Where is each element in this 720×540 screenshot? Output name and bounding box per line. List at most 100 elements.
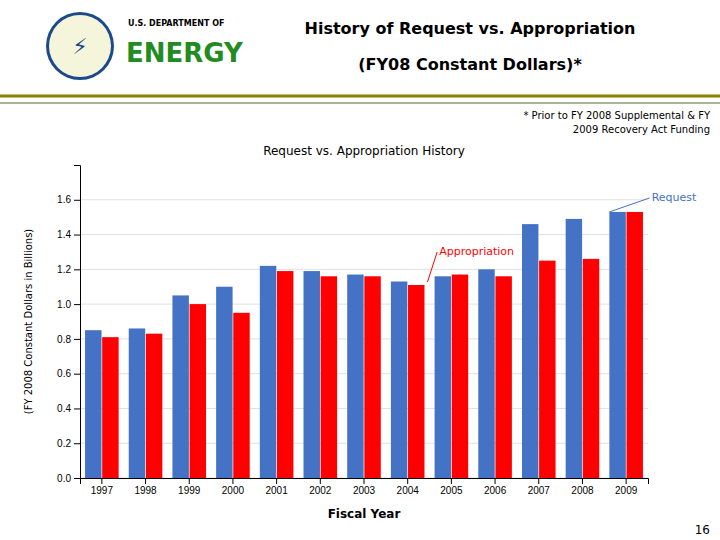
x-tick-mark xyxy=(145,478,146,484)
org-name: ENERGY xyxy=(126,38,244,68)
x-tick: 2006 xyxy=(484,478,507,496)
x-tick: 1998 xyxy=(134,478,157,496)
x-tick: 2003 xyxy=(353,478,376,496)
x-tick-mark xyxy=(451,478,452,484)
y-tick-label: 1.2 xyxy=(57,264,71,275)
x-tick-mark xyxy=(320,478,321,484)
logo-symbol: ⚡ xyxy=(72,34,87,59)
bar xyxy=(190,304,206,478)
bar xyxy=(347,275,363,478)
x-tick-label: 2003 xyxy=(353,485,376,496)
bar xyxy=(408,285,424,478)
x-tick: 1997 xyxy=(91,478,114,496)
logo-inner xyxy=(49,15,111,77)
bar xyxy=(233,313,249,478)
y-tick: 1.4 xyxy=(57,229,80,240)
x-tick: 2000 xyxy=(222,478,245,496)
series-labels: RequestAppropriation xyxy=(427,191,697,282)
y-axis-line xyxy=(74,166,81,479)
y-tick: 1.2 xyxy=(57,264,80,275)
x-tick-label: 2006 xyxy=(484,485,507,496)
leader-line xyxy=(427,252,437,282)
x-tick-label: 2004 xyxy=(397,485,420,496)
x-tick-mark xyxy=(582,478,583,484)
y-tick: 0.0 xyxy=(57,473,80,484)
series xyxy=(85,212,626,478)
bar xyxy=(539,261,555,478)
x-tick-label: 1998 xyxy=(134,485,157,496)
x-tick: 2001 xyxy=(265,478,288,496)
y-tick-label: 1.4 xyxy=(57,229,71,240)
chart: ⚡U.S. DEPARTMENT OFENERGYHistory of Requ… xyxy=(0,0,720,540)
x-tick-mark xyxy=(276,478,277,484)
x-tick-mark xyxy=(364,478,365,484)
grid-line xyxy=(80,338,648,339)
x-tick-mark xyxy=(626,478,627,484)
x-axis-line xyxy=(81,479,649,485)
y-tick: 0.8 xyxy=(57,334,80,345)
series xyxy=(102,212,643,478)
y-tick-label: 1.0 xyxy=(57,299,71,310)
y-tick-mark xyxy=(74,408,80,409)
y-tick: 0.6 xyxy=(57,368,80,379)
y-tick-label: 0.2 xyxy=(57,438,71,449)
grid-line xyxy=(80,199,648,200)
x-tick: 2009 xyxy=(615,478,638,496)
x-tick-label: 2009 xyxy=(615,485,638,496)
bar xyxy=(260,266,276,478)
x-axis-title: Fiscal Year xyxy=(328,507,401,521)
x-tick-label: 1997 xyxy=(91,485,114,496)
bars xyxy=(85,212,643,478)
x-tick-label: 2008 xyxy=(571,485,594,496)
bar xyxy=(85,330,101,478)
header: ⚡U.S. DEPARTMENT OFENERGYHistory of Requ… xyxy=(46,12,635,80)
y-tick-mark xyxy=(74,304,80,305)
bar xyxy=(277,271,293,478)
y-tick-label: 0.4 xyxy=(57,403,71,414)
y-tick: 0.2 xyxy=(57,438,80,449)
y-axis: 0.00.20.40.60.81.01.21.41.6 xyxy=(57,166,80,484)
y-tick-mark xyxy=(74,443,80,444)
grid-line xyxy=(80,373,648,374)
bar xyxy=(146,334,162,478)
y-tick-label: 0.0 xyxy=(57,473,71,484)
chart-title: Request vs. Appropriation History xyxy=(263,144,465,158)
x-tick-mark xyxy=(101,478,102,484)
bar xyxy=(102,337,118,478)
x-tick-label: 2007 xyxy=(528,485,551,496)
x-tick-mark xyxy=(232,478,233,484)
plot: Request vs. Appropriation History 1997 199… xyxy=(23,144,697,521)
y-tick-mark xyxy=(74,235,80,236)
org-line: U.S. DEPARTMENT OF xyxy=(128,19,224,28)
bar xyxy=(583,259,599,478)
x-tick-label: 2001 xyxy=(265,485,288,496)
grid-line xyxy=(80,443,648,444)
y-tick-mark xyxy=(74,374,80,375)
y-tick-label: 0.6 xyxy=(57,368,71,379)
bar xyxy=(391,282,407,478)
y-tick-mark xyxy=(74,478,80,479)
y-tick-mark xyxy=(74,339,80,340)
x-tick: 2002 xyxy=(309,478,332,496)
bar xyxy=(321,276,337,478)
bar xyxy=(495,276,511,478)
footnote: * Prior to FY 2008 Supplemental & FY2009… xyxy=(523,110,710,135)
bar xyxy=(216,287,232,478)
x-tick-label: 2002 xyxy=(309,485,332,496)
series-label: Appropriation xyxy=(439,245,514,258)
bar xyxy=(172,295,188,478)
x-tick-mark xyxy=(189,478,190,484)
bar xyxy=(478,269,494,478)
x-tick-mark xyxy=(407,478,408,484)
x-tick: 2004 xyxy=(397,478,420,496)
footnote-line: * Prior to FY 2008 Supplemental & FY xyxy=(523,110,710,121)
y-tick-label: 0.8 xyxy=(57,334,71,345)
bar xyxy=(304,271,320,478)
x-axis: 1997199819992000200120022003200420052006… xyxy=(81,478,649,496)
y-tick-mark xyxy=(74,269,80,270)
x-tick: 2007 xyxy=(528,478,551,496)
bar xyxy=(566,219,582,478)
logo-ring xyxy=(46,12,114,80)
x-tick-label: 2005 xyxy=(440,485,463,496)
leader-line xyxy=(609,198,649,212)
